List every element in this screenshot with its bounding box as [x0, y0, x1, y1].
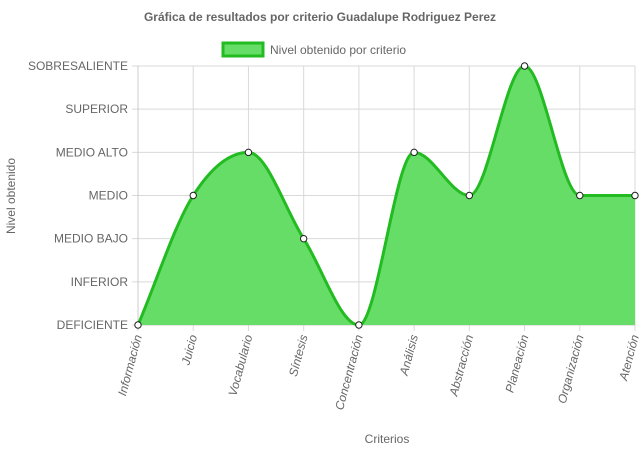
- data-point[interactable]: [355, 321, 363, 329]
- y-axis-label: Nivel obtenido: [4, 158, 18, 234]
- x-tick-label: Organización: [555, 333, 587, 405]
- data-point[interactable]: [465, 191, 474, 200]
- data-point[interactable]: [134, 321, 142, 329]
- x-tick-label: Planeación: [503, 333, 532, 394]
- series-area: [136, 64, 635, 327]
- x-axis-label: Criterios: [365, 432, 410, 446]
- y-tick-label: SUPERIOR: [65, 102, 128, 116]
- data-point[interactable]: [631, 191, 639, 200]
- x-tick-label: Información: [115, 333, 145, 397]
- x-tick-label: Concentración: [332, 333, 366, 412]
- x-tick-label: Abstracción: [446, 333, 476, 398]
- series-area-fill: [138, 66, 635, 325]
- x-tick-label: Atención: [616, 333, 639, 383]
- series-line: [136, 64, 635, 327]
- y-axis-ticks: DEFICIENTE INFERIOR MEDIO BAJO MEDIO MEDIO A…: [28, 59, 128, 332]
- data-point[interactable]: [244, 148, 253, 157]
- y-tick-label: MEDIO BAJO: [54, 232, 128, 246]
- chart-title: Gráfica de resultados por criterio Guada…: [144, 10, 496, 24]
- data-point[interactable]: [520, 62, 529, 70]
- y-tick-label: DEFICIENTE: [57, 318, 128, 332]
- legend[interactable]: Nivel obtenido por criterio: [221, 41, 406, 58]
- data-point[interactable]: [576, 191, 584, 200]
- data-points: [134, 62, 639, 329]
- data-point[interactable]: [299, 234, 308, 243]
- x-tick-label: Análisis: [397, 333, 421, 378]
- x-tick-label: Síntesis: [286, 333, 311, 378]
- legend-label: Nivel obtenido por criterio: [270, 43, 406, 57]
- x-tick-label: Vocabulario: [226, 333, 256, 398]
- y-tick-label: SOBRESALIENTE: [28, 59, 128, 73]
- y-tick-label: INFERIOR: [71, 275, 129, 289]
- data-point[interactable]: [189, 191, 197, 200]
- legend-swatch: [221, 41, 265, 58]
- y-tick-label: MEDIO: [89, 189, 128, 203]
- x-axis-ticks: Información Juicio Vocabulario Síntesis Conc…: [115, 333, 639, 412]
- data-point[interactable]: [410, 148, 418, 157]
- y-tick-label: MEDIO ALTO: [56, 145, 128, 159]
- x-tick-label: Juicio: [178, 333, 200, 368]
